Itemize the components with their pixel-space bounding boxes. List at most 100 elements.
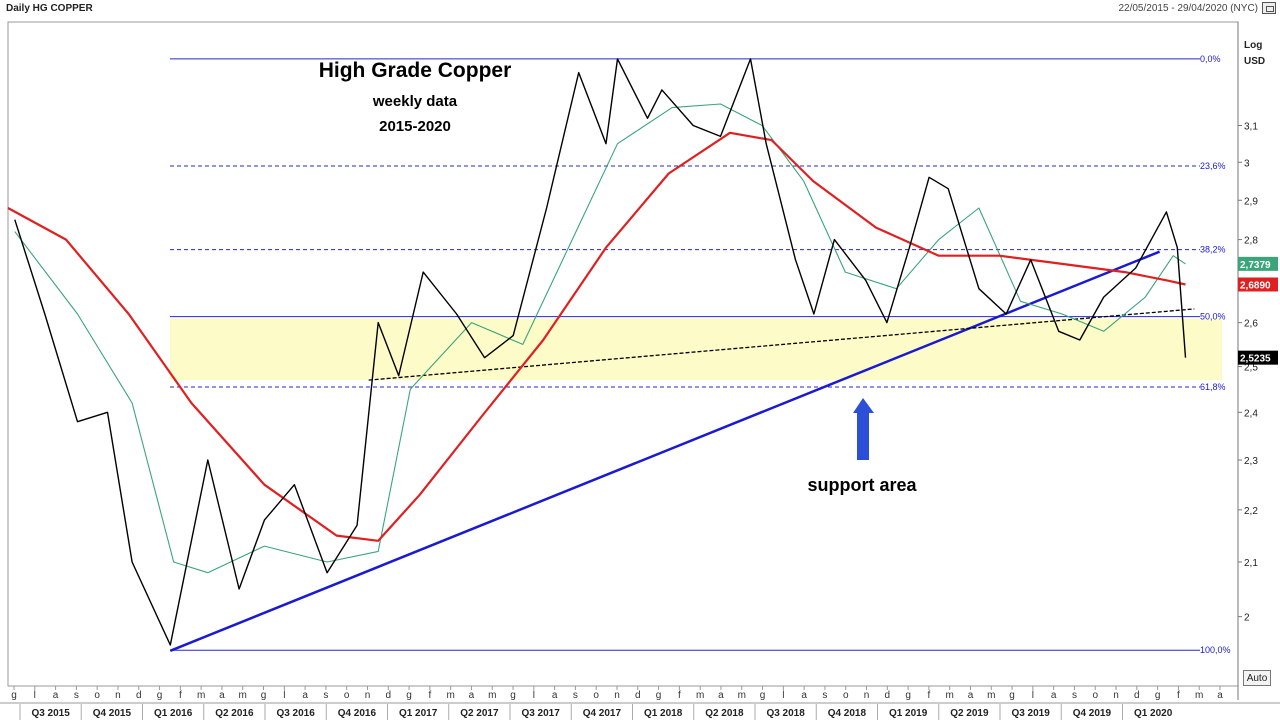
x-quarter-label: Q4 2016 [338, 708, 377, 719]
x-month-label: a [219, 690, 225, 701]
x-month-label: f [1177, 690, 1180, 701]
support-area-label: support area [807, 475, 917, 495]
x-quarter-label: Q4 2019 [1073, 708, 1112, 719]
x-month-label: m [197, 690, 205, 701]
fib-label: 100,0% [1200, 645, 1231, 655]
x-month-label: g [905, 690, 911, 701]
ma-long-tag-text: 2,6890 [1240, 280, 1271, 291]
y-tick-label: 2,8 [1244, 236, 1258, 247]
trendline-solid [169, 250, 1161, 652]
x-month-label: a [302, 690, 308, 701]
x-month-label: m [1195, 690, 1203, 701]
chart-subtitle-2: 2015-2020 [379, 118, 451, 135]
x-quarter-label: Q3 2018 [766, 708, 805, 719]
x-month-label: d [1134, 690, 1140, 701]
x-month-label: d [385, 690, 391, 701]
fib-label: 0,0% [1200, 54, 1221, 64]
fib-label: 38,2% [1200, 245, 1226, 255]
x-month-label: n [365, 690, 371, 701]
support-zone-band [170, 318, 1222, 381]
up-arrow-icon [853, 398, 874, 460]
chart-subtitle-1: weekly data [372, 93, 458, 110]
x-month-label: g [11, 690, 17, 701]
series-price [14, 58, 1187, 646]
x-month-label: o [593, 690, 599, 701]
support-zone [170, 318, 1222, 381]
x-month-label: l [34, 690, 36, 701]
x-month-label: m [987, 690, 995, 701]
window-tools-icon[interactable] [1262, 2, 1276, 14]
x-month-label: f [179, 690, 182, 701]
ma-short-tag-text: 2,7379 [1240, 260, 1271, 271]
y-tick-label: 2,3 [1244, 456, 1258, 467]
x-month-label: g [1155, 690, 1161, 701]
x-quarter-label: Q4 2017 [583, 708, 622, 719]
x-month-label: m [488, 690, 496, 701]
y-tick-label: 2,4 [1244, 408, 1258, 419]
y-tick-label: 2,9 [1244, 196, 1258, 207]
x-month-label: n [864, 690, 870, 701]
x-quarter-label: Q4 2015 [93, 708, 132, 719]
x-month-label: l [533, 690, 535, 701]
x-month-label: a [1051, 690, 1057, 701]
fib-label: 50,0% [1200, 312, 1226, 322]
x-month-label: a [718, 690, 724, 701]
x-month-label: n [1113, 690, 1119, 701]
scale-label: Log [1244, 40, 1262, 51]
x-month-label: o [843, 690, 849, 701]
ma-short-tag-box [1238, 256, 1278, 271]
x-month-label: f [928, 690, 931, 701]
x-month-label: l [1032, 690, 1034, 701]
chart-title: High Grade Copper [319, 59, 512, 82]
date-range: 22/05/2015 - 29/04/2020 (NYC) [1118, 3, 1258, 14]
x-month-label: o [344, 690, 350, 701]
x-month-label: a [53, 690, 59, 701]
y-tick-label: 3,1 [1244, 122, 1258, 133]
x-month-label: l [283, 690, 285, 701]
last-price-tag-box [1238, 350, 1278, 365]
x-month-label: a [469, 690, 475, 701]
x-month-label: s [1072, 690, 1077, 701]
unit-label: USD [1244, 56, 1265, 67]
x-month-label: a [801, 690, 807, 701]
x-quarter-label: Q2 2018 [705, 708, 744, 719]
fibonacci-levels: 0,0% 23,6% 38,2% 50,0% 61,8% 100,0% [170, 54, 1231, 655]
x-quarter-label: Q1 2019 [889, 708, 928, 719]
y-tick-label: 2,2 [1244, 506, 1258, 517]
annotations: High Grade Copper weekly data 2015-2020 … [319, 40, 1265, 495]
x-quarter-label: Q1 2017 [399, 708, 438, 719]
x-month-label: s [573, 690, 578, 701]
x-month-label: s [822, 690, 827, 701]
x-month-label: g [261, 690, 267, 701]
x-month-label: a [552, 690, 558, 701]
ma-long-tag-box [1238, 277, 1278, 292]
x-month-label: m [738, 690, 746, 701]
y-tick-label: 2,1 [1244, 558, 1258, 569]
x-quarter-label: Q1 2018 [644, 708, 683, 719]
x-month-label: o [94, 690, 100, 701]
x-month-label: o [1092, 690, 1098, 701]
x-month-label: a [968, 690, 974, 701]
x-month-label: g [760, 690, 766, 701]
x-month-label: a [1217, 690, 1223, 701]
x-month-label: g [656, 690, 662, 701]
x-month-label: f [428, 690, 431, 701]
x-quarter-label: Q2 2016 [215, 708, 254, 719]
auto-scale-button[interactable]: Auto [1243, 670, 1271, 686]
x-month-label: d [635, 690, 641, 701]
x-quarter-label: Q3 2019 [1011, 708, 1050, 719]
x-month-label: f [678, 690, 681, 701]
value-tags: 2,7379 2,6890 2,5235 [1238, 256, 1278, 365]
y-tick-label: 2,5 [1244, 363, 1258, 374]
x-month-label: n [115, 690, 121, 701]
x-month-label: s [74, 690, 79, 701]
series-lines [7, 58, 1187, 646]
trendlines [169, 250, 1195, 652]
x-month-label: s [323, 690, 328, 701]
x-month-label: d [885, 690, 891, 701]
trendline-dashed [368, 308, 1195, 381]
x-month-label: m [696, 690, 704, 701]
